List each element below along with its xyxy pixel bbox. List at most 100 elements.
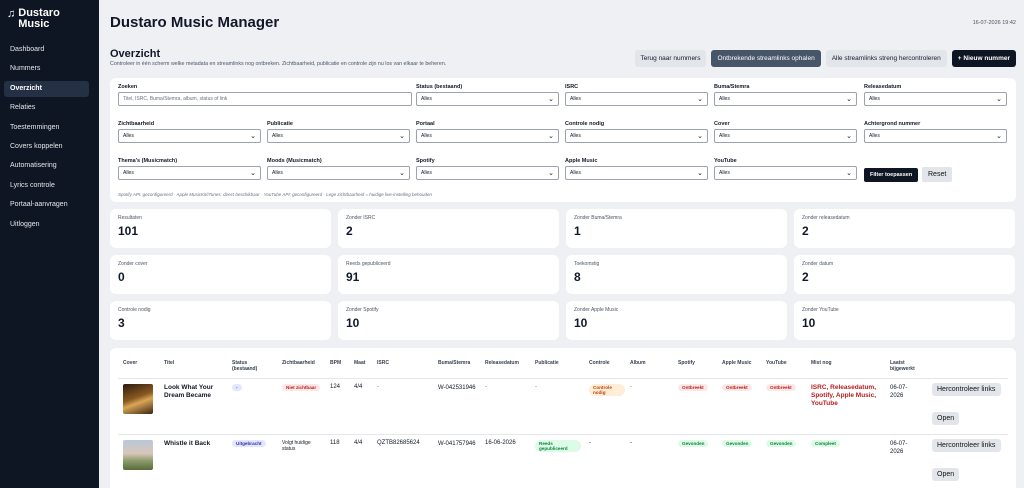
release-filter: Releasedatum Alles ⌄ — [864, 84, 1007, 106]
publication-filter-label: Publicatie — [267, 121, 293, 127]
stat-label: Reeds gepubliceerd — [346, 261, 391, 267]
album-cell: - — [630, 440, 632, 446]
youtube-select[interactable]: Alles ⌄ — [714, 166, 857, 180]
chevron-down-icon: ⌄ — [697, 133, 703, 140]
cover-image[interactable] — [123, 440, 153, 470]
release-select-value: Alles — [869, 96, 880, 102]
visibility-cell: Niet zichtbaar — [282, 384, 322, 391]
stat-card: Controle nodig 3 — [110, 301, 331, 340]
search-input[interactable]: Titel, ISRC, Buma/Stemra, album, status … — [118, 92, 412, 106]
youtube-filter-label: YouTube — [714, 158, 737, 164]
stat-card: Reeds gepubliceerd 91 — [338, 255, 559, 294]
column-header: Releasedatum — [485, 360, 519, 366]
maat-cell: 4/4 — [354, 384, 363, 390]
open-button[interactable]: Open — [932, 412, 960, 425]
status-select[interactable]: Alles ⌄ — [416, 92, 559, 106]
stat-card: Zonder cover 0 — [110, 255, 331, 294]
recheck-links-button[interactable]: Hercontroleer links — [932, 383, 1001, 396]
publication-select[interactable]: Alles ⌄ — [267, 129, 410, 143]
open-button[interactable]: Open — [932, 468, 960, 481]
column-header: Buma/Stemra — [438, 360, 471, 366]
themes-filter: Thema's (Musicmatch) Alles ⌄ — [118, 158, 261, 180]
sidebar-item-covers-koppelen[interactable]: Covers koppelen — [10, 142, 63, 150]
portal-filter: Portaal Alles ⌄ — [416, 121, 559, 143]
sidebar-item-automatisering[interactable]: Automatisering — [10, 162, 57, 170]
sidebar-item-relaties[interactable]: Relaties — [10, 104, 36, 112]
portal-filter-label: Portaal — [416, 121, 435, 127]
status-badge-cell: - — [232, 384, 242, 391]
track-title[interactable]: Look What Your Dream Became — [164, 384, 214, 399]
chevron-down-icon: ⌄ — [250, 170, 256, 177]
track-title[interactable]: Whistle it Back — [164, 440, 211, 447]
stat-label: Zonder releasedatum — [802, 215, 850, 221]
sidebar-item-portaal-aanvragen[interactable]: Portaal-aanvragen — [10, 201, 68, 209]
isrc-filter: ISRC Alles ⌄ — [565, 84, 708, 106]
check-select[interactable]: Alles ⌄ — [565, 129, 708, 143]
status-filter-label: Status (bestaand) — [416, 84, 463, 90]
stat-value: 2 — [346, 224, 353, 238]
apply-filter-button[interactable]: Filter toepassen — [864, 168, 919, 182]
reset-button[interactable]: Reset — [922, 167, 953, 182]
stat-value: 0 — [118, 270, 125, 284]
buma-cell: W-041757946 — [438, 441, 476, 447]
column-header: ISRC — [377, 360, 389, 366]
row-divider — [118, 378, 1008, 379]
release-cell: - — [485, 384, 487, 390]
themes-filter-label: Thema's (Musicmatch) — [118, 158, 178, 164]
check-filter-label: Controle nodig — [565, 121, 605, 127]
spotify-filter-label: Spotify — [416, 158, 435, 164]
cover-select[interactable]: Alles ⌄ — [714, 129, 857, 143]
recheck-all-streamlinks-button[interactable]: Alle streamlinks streng hercontroleren — [825, 50, 947, 67]
chevron-down-icon: ⌄ — [846, 133, 852, 140]
portal-select[interactable]: Alles ⌄ — [416, 129, 559, 143]
sidebar-item-uitloggen[interactable]: Uitloggen — [10, 220, 40, 228]
api-status-note: Spotify API: geconfigureerd · Apple Musi… — [118, 192, 433, 197]
back-to-tracks-button[interactable]: Terug naar nummers — [634, 50, 707, 67]
stat-value: 2 — [802, 270, 809, 284]
sidebar-nav: Dashboard Nummers Overzicht Relaties Toe… — [0, 42, 99, 233]
visibility-select[interactable]: Alles ⌄ — [118, 129, 261, 143]
search-filter: Zoeken Titel, ISRC, Buma/Stemra, album, … — [118, 84, 412, 106]
visibility-filter-label: Zichtbaarheid — [118, 121, 155, 127]
background-select-value: Alles — [869, 133, 880, 139]
stat-card: Zonder datum 2 — [794, 255, 1015, 294]
sidebar-item-lyrics-controle[interactable]: Lyrics controle — [10, 181, 55, 189]
brand: ♫ Dustaro Music — [0, 0, 99, 30]
chevron-down-icon: ⌄ — [996, 133, 1002, 140]
sidebar-item-toestemmingen[interactable]: Toestemmingen — [10, 123, 60, 131]
apple-filter-label: Apple Music — [565, 158, 598, 164]
visibility-select-value: Alles — [123, 133, 134, 139]
sidebar-item-dashboard[interactable]: Dashboard — [10, 46, 45, 53]
stat-label: Zonder Buma/Stemra — [574, 215, 622, 221]
themes-select[interactable]: Alles ⌄ — [118, 166, 261, 180]
new-track-button[interactable]: + Nieuw nummer — [951, 50, 1016, 67]
spotify-cell: Gevonden — [678, 440, 709, 447]
stat-label: Zonder cover — [118, 261, 148, 267]
buma-filter: Buma/Stemra Alles ⌄ — [714, 84, 857, 106]
isrc-select[interactable]: Alles ⌄ — [565, 92, 708, 106]
spotify-filter: Spotify Alles ⌄ — [416, 158, 559, 180]
missing-cell: Compleet — [811, 440, 840, 447]
cover-filter: Cover Alles ⌄ — [714, 121, 857, 143]
recheck-links-button[interactable]: Hercontroleer links — [932, 439, 1001, 452]
fetch-missing-streamlinks-button[interactable]: Ontbrekende streamlinks ophalen — [711, 50, 821, 67]
spotify-select[interactable]: Alles ⌄ — [416, 166, 559, 180]
release-filter-label: Releasedatum — [864, 84, 902, 90]
stat-value: 10 — [346, 316, 360, 330]
background-select[interactable]: Alles ⌄ — [864, 129, 1007, 143]
check-cell: Controle nodig — [589, 384, 625, 396]
release-select[interactable]: Alles ⌄ — [864, 92, 1007, 106]
column-header: Controle — [589, 360, 610, 366]
apple-badge: Gevonden — [722, 440, 753, 447]
buma-select[interactable]: Alles ⌄ — [714, 92, 857, 106]
sidebar-item-overzicht[interactable]: Overzicht — [4, 80, 89, 97]
buma-select-value: Alles — [719, 96, 730, 102]
chevron-down-icon: ⌄ — [399, 133, 405, 140]
apple-select[interactable]: Alles ⌄ — [565, 166, 708, 180]
cover-image[interactable] — [123, 384, 153, 414]
tracks-table: Cover Titel Status (bestaand) Zichtbaarh… — [110, 348, 1016, 488]
section-title: Overzicht — [110, 48, 161, 60]
moods-select[interactable]: Alles ⌄ — [267, 166, 410, 180]
status-select-value: Alles — [421, 96, 432, 102]
sidebar-item-nummers[interactable]: Nummers — [10, 65, 41, 73]
